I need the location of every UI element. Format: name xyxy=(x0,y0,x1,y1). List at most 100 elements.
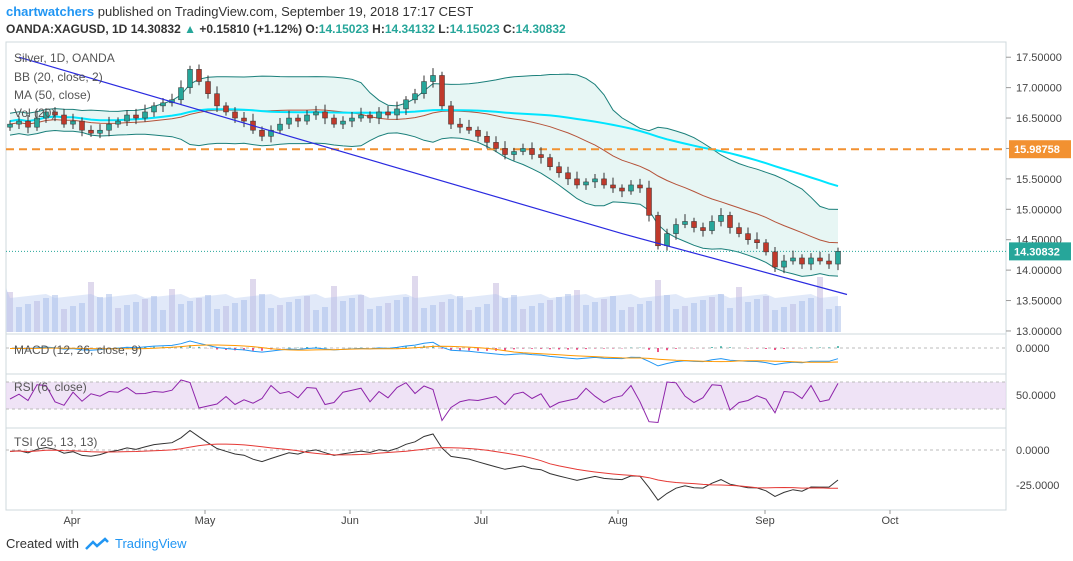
candle-body xyxy=(70,120,76,125)
candle-body xyxy=(7,123,13,128)
volume-bar xyxy=(16,307,22,332)
candle-body xyxy=(88,129,94,134)
volume-bar xyxy=(340,301,346,332)
volume-bar xyxy=(331,286,337,332)
price-tick-label: 16.50000 xyxy=(1016,113,1062,125)
volume-bar xyxy=(781,307,787,332)
downtrend-line xyxy=(18,56,848,296)
candle-body xyxy=(781,260,787,268)
volume-bar xyxy=(385,303,391,332)
candle-body xyxy=(466,126,472,131)
close-label: C: xyxy=(502,22,516,36)
volume-bar xyxy=(565,294,571,332)
candle-body xyxy=(394,108,400,116)
volume-bar xyxy=(646,301,652,332)
candle-body xyxy=(133,114,139,119)
candle-body xyxy=(574,178,580,186)
candle-body xyxy=(97,129,103,134)
chart-header: chartwatchers published on TradingView.c… xyxy=(0,0,1073,40)
candle-body xyxy=(205,81,211,94)
volume-bar xyxy=(745,302,751,332)
volume-bar xyxy=(52,295,58,332)
volume-bar xyxy=(664,295,670,332)
volume-bar xyxy=(448,299,454,332)
candle-body xyxy=(160,102,166,107)
volume-bar xyxy=(556,297,562,332)
last-price-label: 14.30832 xyxy=(1014,246,1060,258)
volume-bar xyxy=(430,305,436,332)
x-tick-label: Jun xyxy=(341,515,359,527)
low-label: L: xyxy=(438,22,450,36)
candle-body xyxy=(619,187,625,192)
candle-body xyxy=(790,257,796,262)
candle-body xyxy=(376,111,382,119)
volume-bar xyxy=(592,302,598,332)
x-tick-label: Apr xyxy=(63,515,80,527)
candle-body xyxy=(232,111,238,119)
volume-bar xyxy=(187,301,193,332)
candle-body xyxy=(592,178,598,183)
publish-line: chartwatchers published on TradingView.c… xyxy=(6,4,473,19)
volume-bar xyxy=(268,308,274,332)
candle-body xyxy=(727,215,733,228)
volume-bar xyxy=(61,309,67,332)
change-value: +0.15810 (+1.12%) xyxy=(199,22,303,36)
last-price: 14.30832 xyxy=(130,22,181,36)
volume-bar xyxy=(700,300,706,332)
candle-body xyxy=(187,69,193,88)
tsi-signal-line xyxy=(9,443,839,489)
volume-bar xyxy=(511,295,517,332)
tradingview-brand[interactable]: TradingView xyxy=(114,536,187,551)
volume-bar xyxy=(682,306,688,332)
candle-body xyxy=(475,129,481,137)
volume-bar xyxy=(610,296,616,332)
high-label: H: xyxy=(372,22,385,36)
candle-body xyxy=(754,239,760,243)
ohlc-line: OANDA:XAGUSD, 1D 14.30832 ▲ +0.15810 (+1… xyxy=(6,22,566,36)
author-link[interactable]: chartwatchers xyxy=(6,4,95,19)
candle-body xyxy=(286,117,292,125)
candle-body xyxy=(115,120,121,125)
resistance-level-label: 15.98758 xyxy=(1014,144,1060,156)
price-chart[interactable]: 17.5000017.0000016.5000016.0000015.50000… xyxy=(0,40,1073,530)
price-tick-label: 15.50000 xyxy=(1016,174,1062,186)
volume-bar xyxy=(43,298,49,332)
candle-body xyxy=(637,184,643,189)
legend-ma: MA (50, close) xyxy=(14,88,91,102)
volume-bar xyxy=(547,300,553,332)
low-value: 14.15023 xyxy=(449,22,500,36)
tsi-tick-label: -25.0000 xyxy=(1016,480,1059,492)
candle-body xyxy=(529,148,535,155)
candle-body xyxy=(511,151,517,155)
candle-body xyxy=(601,178,607,186)
candle-body xyxy=(520,148,526,152)
volume-bar xyxy=(421,308,427,332)
volume-bar xyxy=(223,306,229,332)
volume-bar xyxy=(718,294,724,332)
volume-bar xyxy=(133,302,139,332)
last-price-tag xyxy=(1009,242,1071,261)
candle-body xyxy=(214,93,220,107)
created-with-label: Created with xyxy=(6,536,79,551)
candle-body xyxy=(106,123,112,131)
candle-body xyxy=(16,120,22,125)
tsi-line xyxy=(9,429,839,501)
volume-bar xyxy=(241,300,247,332)
candle-body xyxy=(826,260,832,265)
volume-bar xyxy=(349,298,355,332)
volume-bar xyxy=(691,303,697,332)
volume-bar xyxy=(151,296,157,332)
candle-body xyxy=(412,93,418,101)
volume-bar xyxy=(583,305,589,332)
rsi-band xyxy=(6,382,1006,409)
candle-body xyxy=(772,251,778,268)
volume-bar xyxy=(799,301,805,332)
legend-vol: Vol (20) xyxy=(14,106,55,120)
volume-bar xyxy=(484,304,490,332)
volume-bar xyxy=(808,298,814,332)
volume-bar xyxy=(358,295,364,332)
price-tick-label: 13.00000 xyxy=(1016,326,1062,338)
x-tick-label: Aug xyxy=(608,515,628,527)
resistance-level-tag xyxy=(1009,140,1071,159)
volume-bar xyxy=(367,309,373,332)
